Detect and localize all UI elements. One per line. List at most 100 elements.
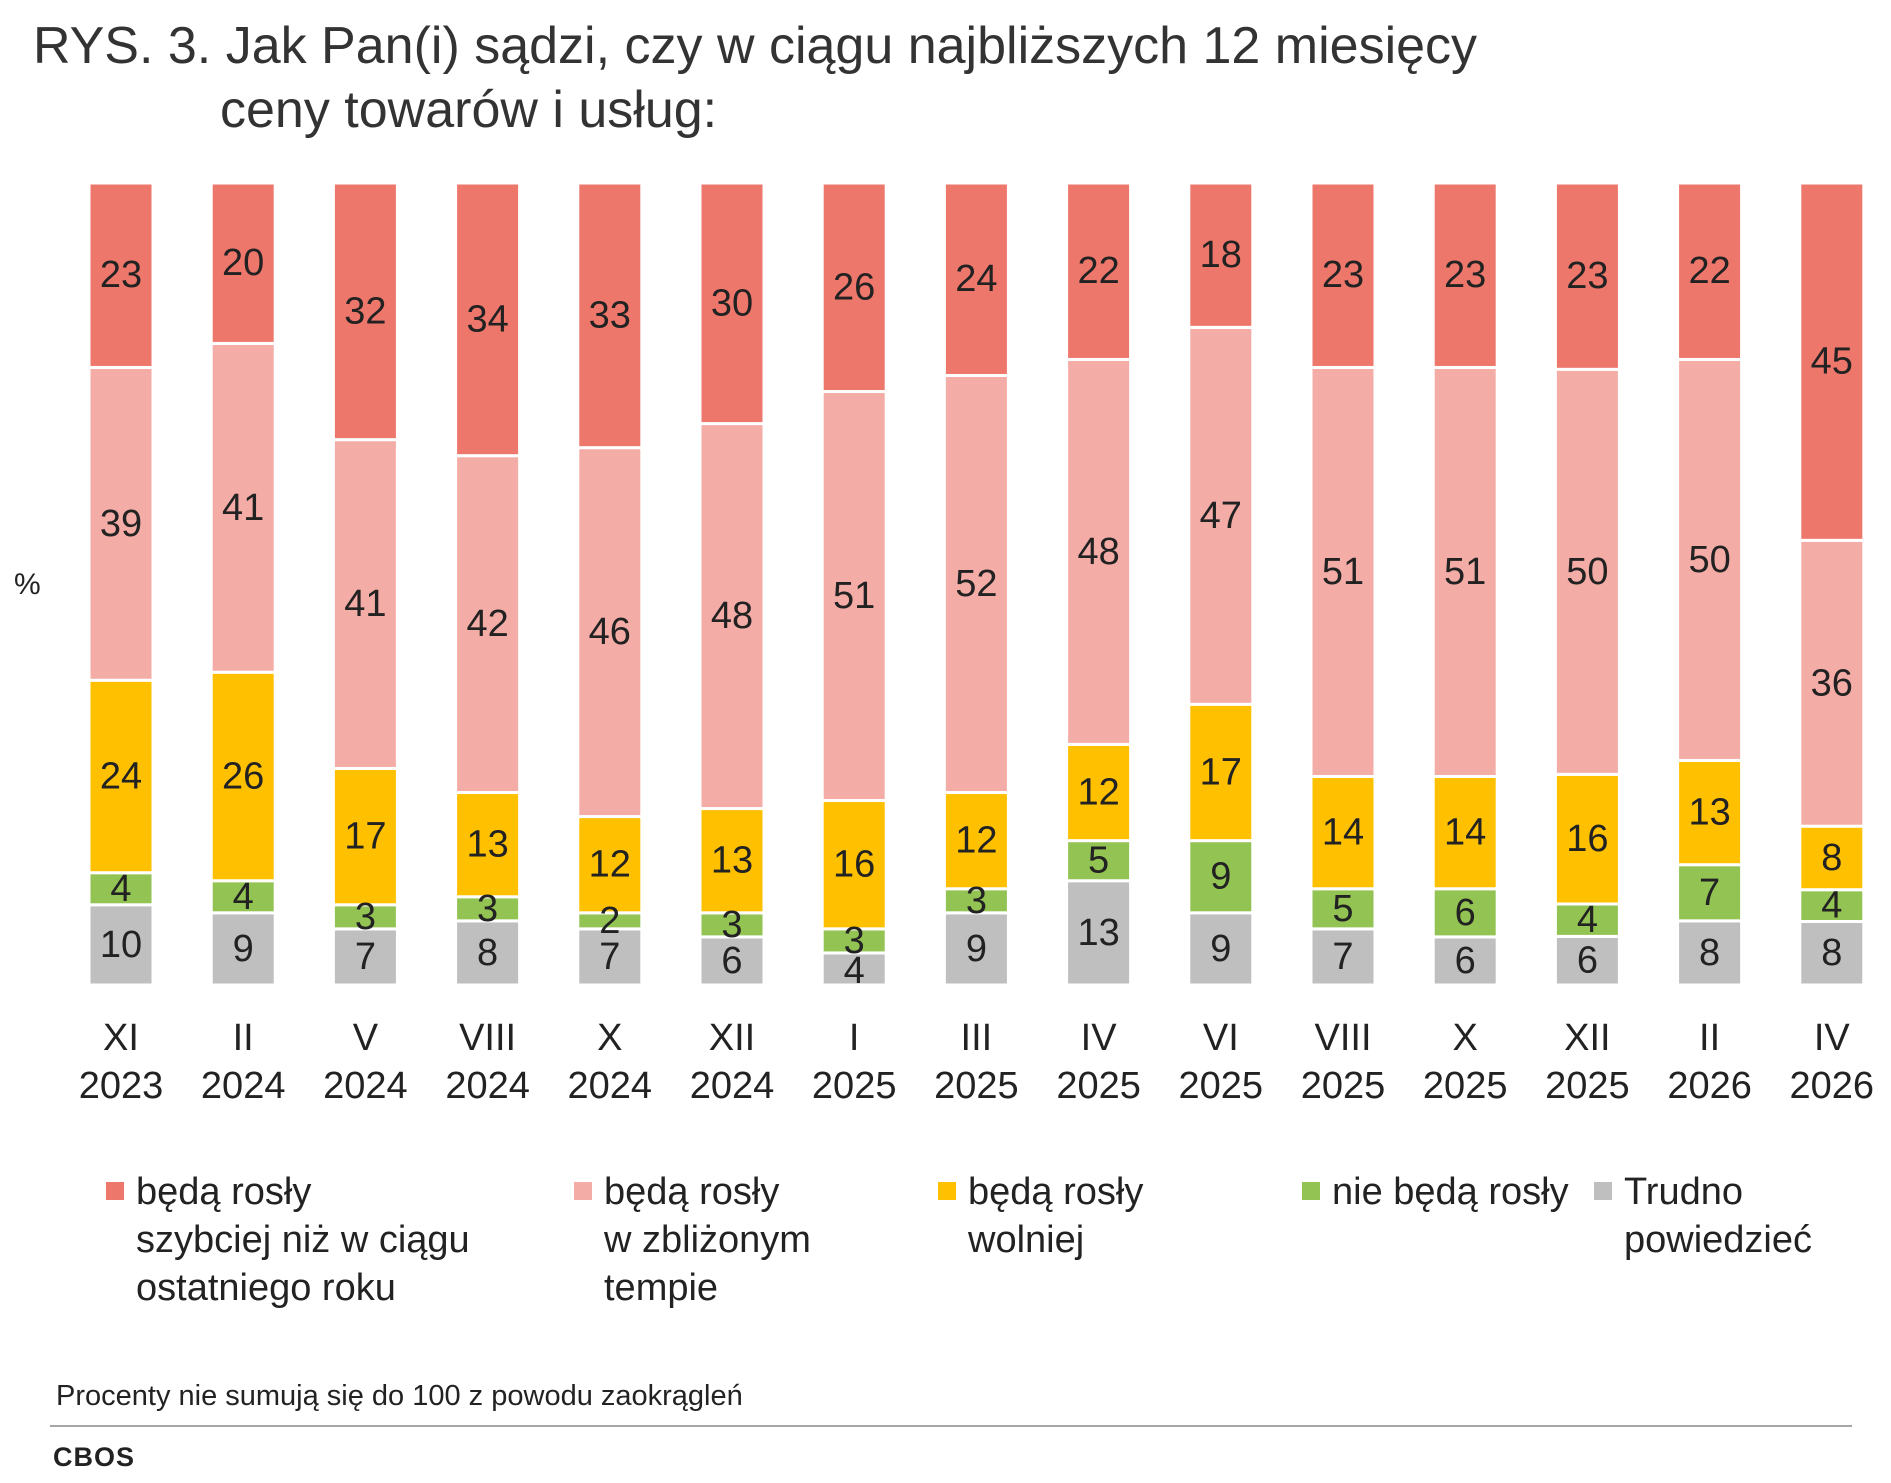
bar-segment (1676, 758, 1744, 867)
bar-segment (1431, 181, 1499, 369)
data-label: 7 (1332, 936, 1353, 978)
bar-segment (1676, 863, 1744, 923)
bar-segment (942, 791, 1010, 891)
bar-segment (331, 438, 399, 770)
bar-segment (1798, 919, 1866, 987)
data-label: 17 (344, 816, 386, 858)
data-label: 7 (355, 936, 376, 978)
bar-segment (1431, 774, 1499, 891)
data-label: 7 (1699, 872, 1720, 914)
data-label: 41 (344, 583, 386, 625)
data-label: 6 (1455, 892, 1476, 934)
bar-segment (1553, 367, 1621, 776)
x-tick-year: 2024 (568, 1065, 653, 1107)
x-tick-month: XII (709, 1017, 755, 1059)
data-label: 4 (844, 950, 865, 992)
x-tick-year: 2025 (1545, 1065, 1630, 1107)
data-label: 10 (100, 924, 142, 966)
data-label: 23 (1566, 255, 1608, 297)
bar-segment (1065, 181, 1133, 361)
data-label: 51 (1322, 551, 1364, 593)
data-label: 33 (589, 294, 631, 336)
data-label: 39 (100, 503, 142, 545)
x-tick-year: 2024 (323, 1065, 408, 1107)
data-label: 46 (589, 611, 631, 653)
legend-swatch (1594, 1182, 1612, 1200)
data-label: 4 (1821, 885, 1842, 927)
data-label: 23 (1322, 254, 1364, 296)
bar-segment (87, 365, 155, 682)
bar-segment (1309, 365, 1377, 778)
x-tick-year: 2024 (445, 1065, 530, 1107)
data-label: 51 (833, 575, 875, 617)
bar-segment (209, 341, 277, 674)
data-label: 22 (1077, 250, 1119, 292)
data-label: 5 (1332, 888, 1353, 930)
bar-segment (1431, 935, 1499, 987)
x-tick-month: IV (1081, 1017, 1118, 1059)
x-tick-month: XI (103, 1017, 139, 1059)
data-label: 50 (1688, 539, 1730, 581)
data-label: 2 (599, 900, 620, 942)
bar-segment (1187, 911, 1255, 987)
bar-segment (1187, 325, 1255, 706)
data-label: 8 (1821, 932, 1842, 974)
legend-item: będą rosły wolniej (938, 1168, 1143, 1264)
data-label: 8 (1821, 837, 1842, 879)
data-label: 3 (355, 896, 376, 938)
data-label: 50 (1566, 551, 1608, 593)
bar-segment (698, 911, 766, 939)
bar-segment (576, 446, 644, 819)
data-label: 13 (466, 824, 508, 866)
legend-item: Trudno powiedzieć (1594, 1168, 1812, 1264)
x-tick-year: 2025 (1423, 1065, 1508, 1107)
legend-label: będą rosły w zbliżonym tempie (604, 1171, 811, 1309)
bar-segment (576, 927, 644, 987)
data-label: 42 (466, 603, 508, 645)
y-axis-label: % (14, 568, 41, 601)
data-label: 3 (966, 880, 987, 922)
data-label: 48 (1077, 531, 1119, 573)
x-tick-month: I (849, 1017, 860, 1059)
data-label: 24 (955, 258, 997, 300)
data-label: 26 (222, 755, 264, 797)
bar-segment (454, 454, 522, 795)
x-tick-month: II (233, 1017, 254, 1059)
data-label: 23 (1444, 254, 1486, 296)
legend-label: nie będą rosły (1332, 1171, 1569, 1213)
chart-title-line2: ceny towarów i usług: (220, 81, 718, 139)
bar-segment (209, 911, 277, 987)
data-label: 4 (1577, 899, 1598, 941)
bar-segment (820, 951, 888, 987)
data-label: 16 (833, 844, 875, 886)
bar-segment (942, 911, 1010, 987)
bar-segment (576, 815, 644, 915)
bar-segment (820, 799, 888, 931)
legend-swatch (938, 1182, 956, 1200)
legend-swatch (574, 1182, 592, 1200)
chart-title-line1: RYS. 3. Jak Pan(i) sądzi, czy w ciągu na… (33, 17, 1478, 75)
bar-segment (87, 181, 155, 369)
data-label: 22 (1688, 250, 1730, 292)
bar-segment (87, 871, 155, 907)
data-label: 8 (477, 932, 498, 974)
bar-segment (698, 935, 766, 987)
data-label: 12 (589, 844, 631, 886)
x-tick-year: 2025 (1179, 1065, 1264, 1107)
bar-segment (209, 670, 277, 883)
data-label: 24 (100, 755, 142, 797)
x-tick-year: 2023 (79, 1065, 164, 1107)
data-label: 51 (1444, 551, 1486, 593)
x-tick-year: 2026 (1790, 1065, 1875, 1107)
data-label: 32 (344, 290, 386, 332)
x-tick-month: X (597, 1017, 622, 1059)
data-label: 9 (1210, 856, 1231, 898)
x-tick-month: III (961, 1017, 993, 1059)
legend-item: będą rosły szybciej niż w ciągu ostatnie… (106, 1168, 470, 1312)
bar-segment (1798, 888, 1866, 923)
footer-divider (50, 1425, 1852, 1427)
bar-segment (1553, 934, 1621, 987)
legend-item: nie będą rosły (1302, 1168, 1569, 1216)
data-label: 17 (1200, 751, 1242, 793)
bar-segment (454, 181, 522, 458)
